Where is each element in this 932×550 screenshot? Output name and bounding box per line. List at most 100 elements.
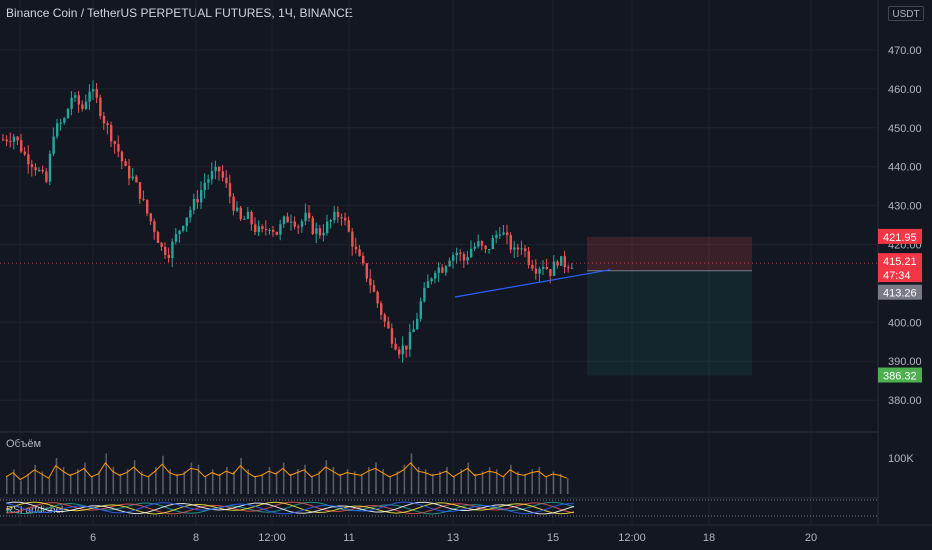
candle-body: [254, 224, 257, 233]
volume-bar: [91, 476, 93, 494]
volume-bar: [446, 467, 448, 494]
candle-body: [146, 199, 149, 214]
volume-bar: [84, 462, 86, 494]
candle-body: [189, 210, 192, 218]
candle-body: [110, 125, 113, 142]
candle-body: [405, 345, 408, 350]
rsi-line: [5, 501, 575, 515]
price-tag-label: 386.32: [883, 371, 917, 383]
time-tick-label: 11: [343, 532, 354, 544]
volume-bar: [204, 476, 207, 494]
price-tag-label: 47:34: [883, 270, 911, 282]
volume-bar: [34, 464, 36, 494]
price-tag-target: [878, 367, 922, 383]
candle-body: [268, 229, 271, 231]
candle-body: [275, 231, 278, 235]
candle-body: [153, 221, 156, 233]
volume-bar: [368, 467, 370, 494]
candle-body: [149, 213, 152, 222]
candle-body: [462, 254, 466, 261]
candle-body: [344, 217, 347, 221]
candle-body: [171, 241, 174, 259]
candle-body: [376, 291, 379, 304]
currency-button[interactable]: USDT: [888, 6, 924, 21]
time-tick-label: 18: [703, 532, 715, 544]
price-tag-label: 421.95: [883, 232, 917, 244]
candle-body: [218, 166, 221, 172]
volume-bar: [375, 462, 377, 494]
volume-bar: [282, 462, 285, 494]
candle-body: [196, 198, 199, 203]
candle-body: [34, 167, 37, 171]
candle-body: [261, 226, 264, 229]
candle-body: [2, 139, 5, 141]
volume-bar: [275, 471, 278, 494]
candle-body: [347, 220, 350, 232]
volume-bar: [432, 473, 434, 494]
candle-body: [286, 216, 289, 223]
rsi-pane: [0, 499, 878, 517]
volume-bar: [304, 464, 306, 494]
candle-body: [293, 221, 296, 227]
volume-bar: [517, 471, 519, 494]
volume-bar: [481, 471, 484, 494]
candle-body: [84, 101, 88, 109]
candle-body: [318, 228, 322, 236]
candle-body: [390, 328, 394, 344]
candle-body: [27, 154, 30, 165]
time-axis: 6 8 12:00 11 13 15 12:00 18 20: [90, 532, 817, 544]
candle-body: [340, 217, 343, 219]
candle-body: [200, 190, 203, 203]
candle-body: [12, 136, 16, 142]
candle-body: [506, 232, 509, 236]
candle-body: [473, 246, 476, 249]
volume-bar: [346, 469, 349, 494]
volume-bar: [538, 467, 541, 494]
candle-body: [182, 226, 185, 231]
candle-body: [477, 241, 480, 247]
candle-body: [509, 235, 512, 250]
volume-bar: [27, 473, 29, 494]
price-tag-entry: [878, 284, 922, 300]
price-tick-label: 430.00: [888, 201, 922, 213]
volume-bar: [233, 471, 235, 494]
volume-bar: [290, 473, 292, 494]
candle-body: [567, 267, 570, 269]
candle-body: [124, 161, 127, 166]
candle-body: [59, 122, 62, 124]
candle-body: [398, 349, 401, 355]
volume-bar: [6, 476, 8, 494]
price-tick-label: 390.00: [888, 356, 922, 368]
volume-bar: [133, 460, 136, 494]
candle-body: [423, 287, 426, 302]
time-tick-label: 12:00: [258, 532, 286, 544]
volume-bar: [13, 469, 15, 494]
price-axis: 470.00460.00450.00440.00430.00420.00400.…: [888, 45, 922, 407]
candle-body: [117, 144, 120, 152]
candle-body: [495, 234, 498, 238]
stop-zone: [587, 236, 752, 271]
volume-bar: [219, 473, 221, 494]
volume-bar: [247, 469, 249, 494]
target-zone: [587, 270, 752, 376]
candle-body: [9, 141, 12, 143]
candle-body: [120, 151, 124, 162]
candle-body: [466, 257, 469, 261]
candle-body: [358, 249, 361, 256]
volume-bar: [162, 455, 164, 494]
volume-ma-line: [5, 461, 568, 481]
volume-tick-label: 100K: [888, 453, 914, 465]
candle-body: [232, 196, 235, 211]
candle-body: [70, 97, 73, 109]
candle-body: [192, 198, 196, 211]
candle-body: [387, 321, 390, 329]
volume-bar: [488, 467, 491, 494]
candle-body: [5, 139, 8, 142]
candle-body: [304, 212, 307, 222]
candle-body: [214, 166, 217, 172]
volume-bar: [169, 469, 171, 494]
trendline: [454, 269, 611, 298]
price-tick-label: 380.00: [888, 395, 922, 407]
candle-body: [207, 179, 210, 183]
